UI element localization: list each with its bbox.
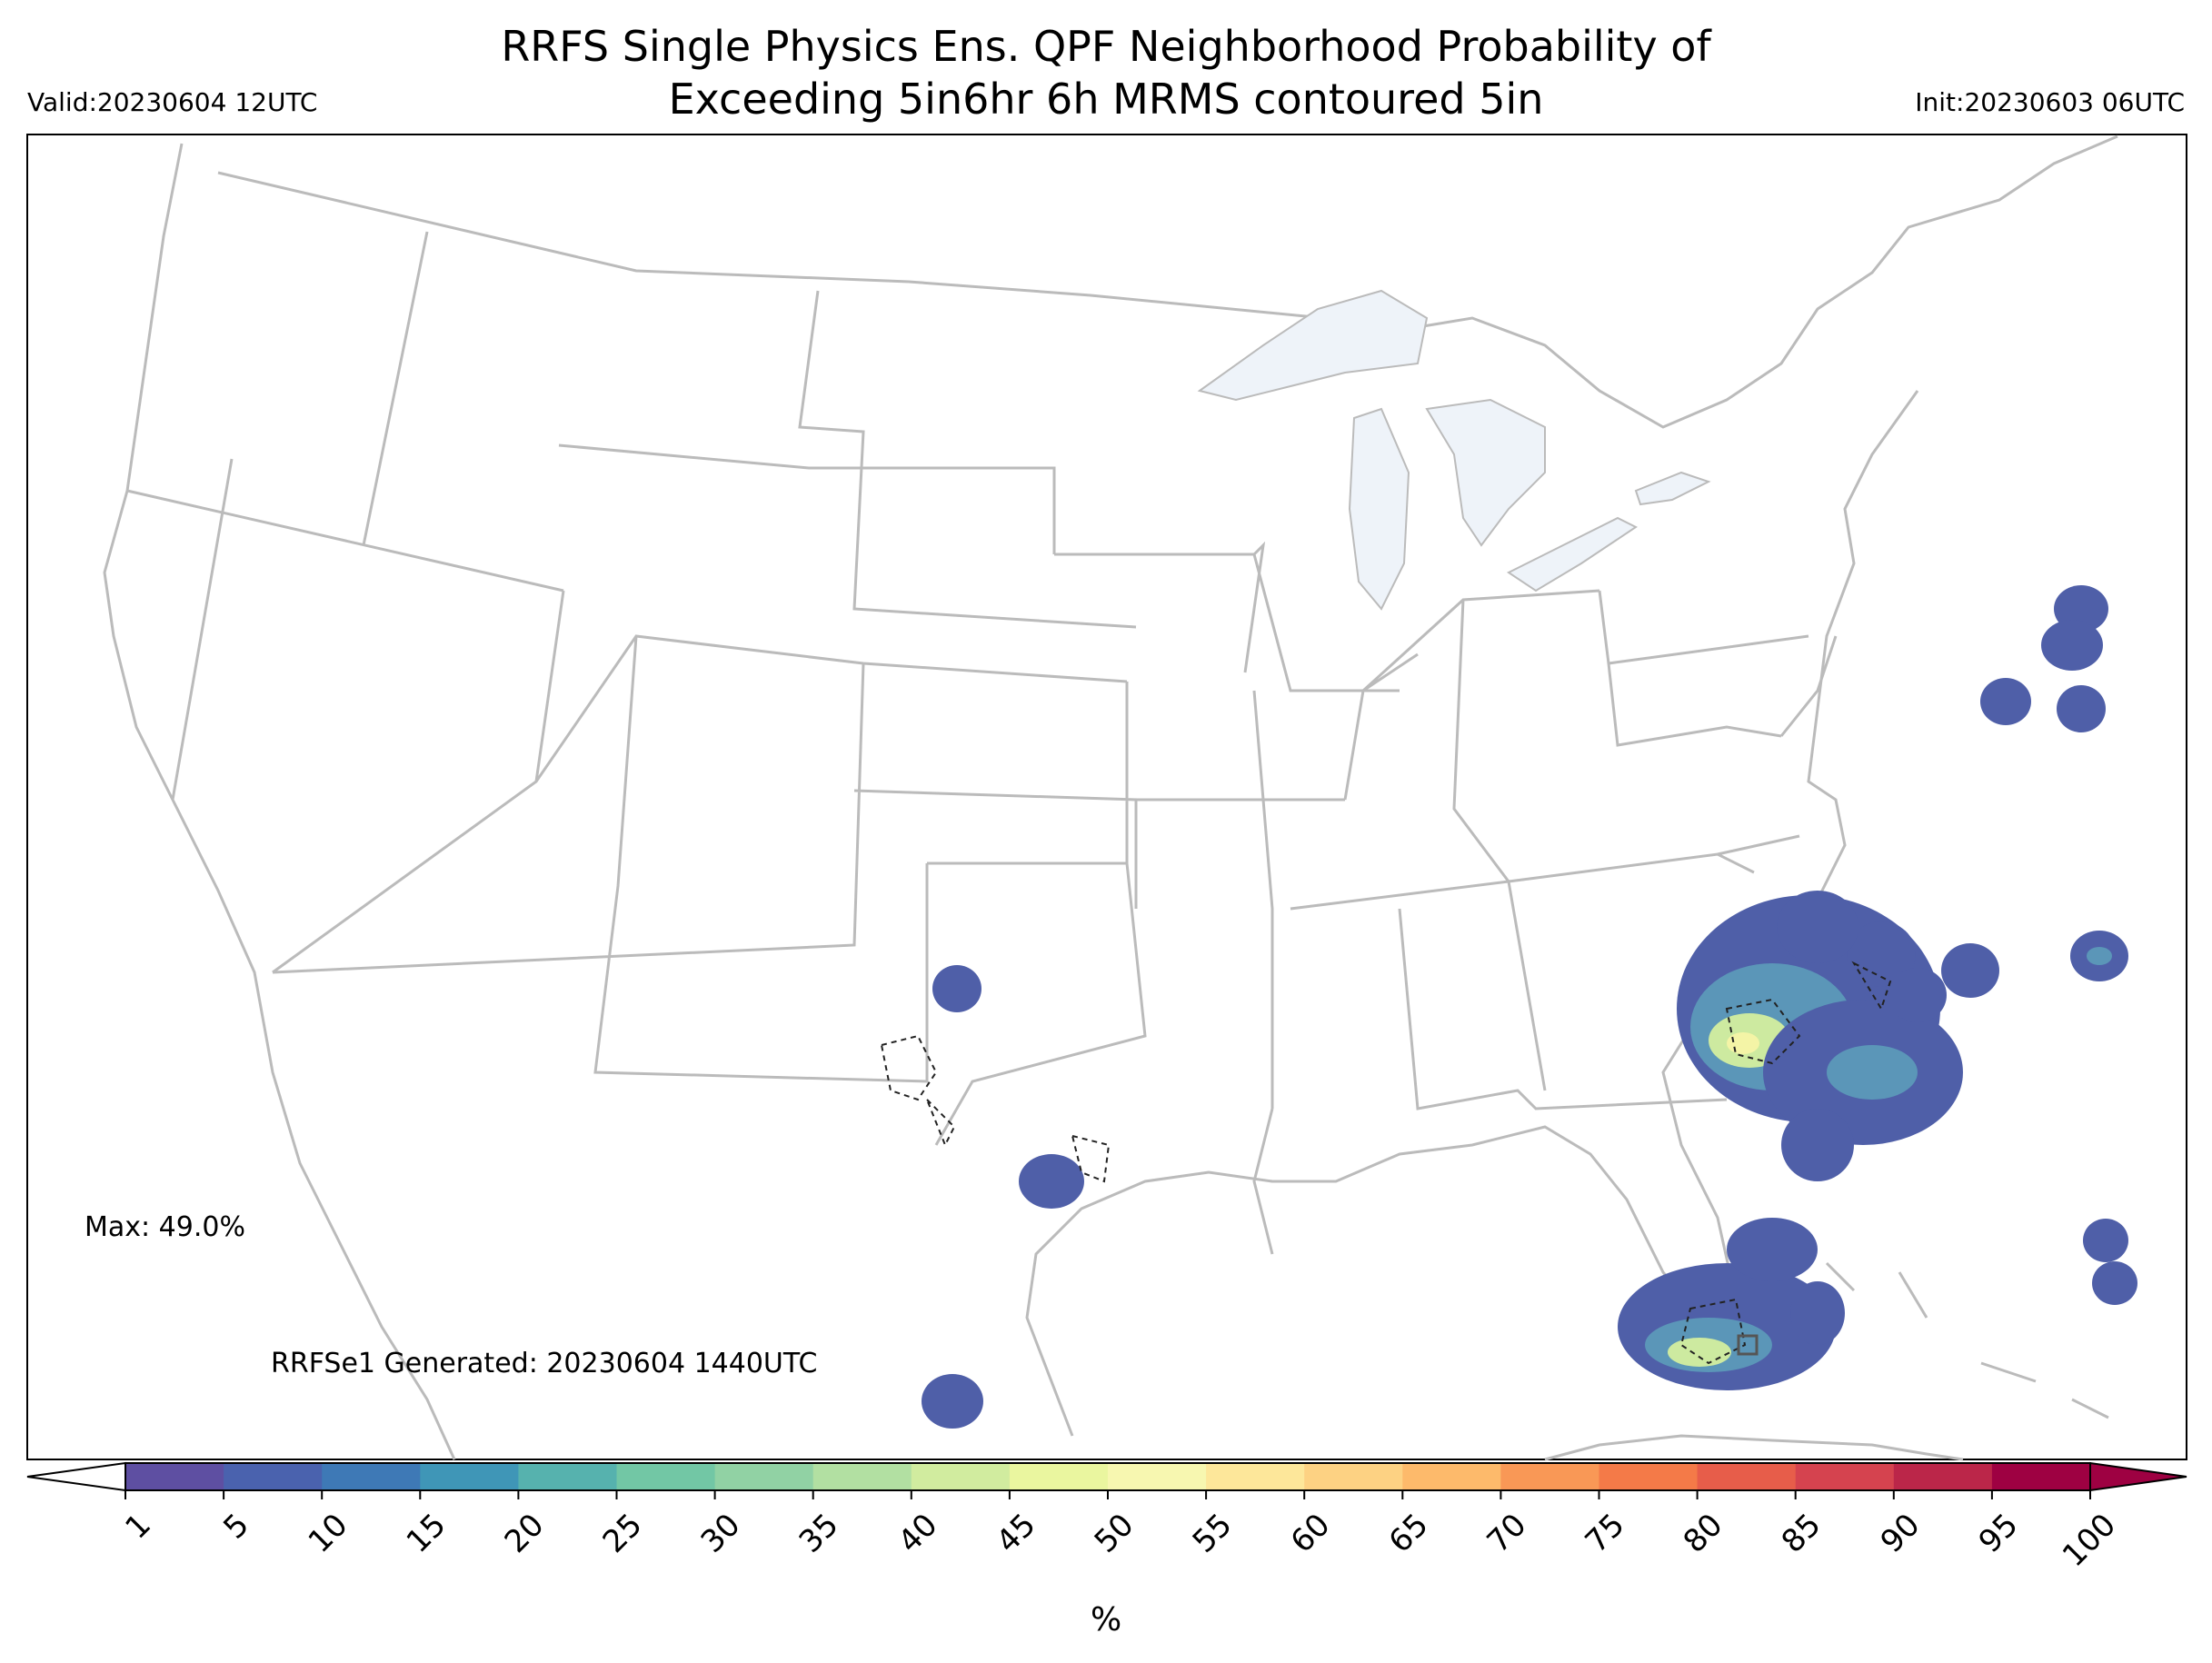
mrms-contour-southeast [1725, 961, 1892, 1065]
great-lakes [1197, 289, 1711, 611]
colorbar-under-triangle [26, 1461, 126, 1492]
prob-blob-offshore-4 [1941, 943, 1999, 998]
colorbar-segment [1402, 1463, 1501, 1490]
colorbar-segment [1500, 1463, 1599, 1490]
colorbar-segment [1893, 1463, 1993, 1490]
prob-blob-atlantic-4 [2057, 685, 2106, 732]
prob-blob-se-south [1781, 1109, 1854, 1181]
mrms-contour-texas [880, 1034, 1111, 1183]
mrms-contour-florida [1679, 1298, 1747, 1365]
prob-blob-atlantic-6 [2083, 1219, 2128, 1262]
colorbar-unit: % [1091, 1601, 1122, 1638]
max-location-marker [1737, 1334, 1759, 1356]
colorbar-segment [125, 1463, 224, 1490]
lake-huron [1425, 398, 1546, 547]
colorbar-over-triangle [2089, 1461, 2187, 1492]
lake-superior [1197, 289, 1429, 402]
colorbar-segment [911, 1463, 1011, 1490]
canada-border [217, 134, 2118, 429]
prob-blob-carolina-north [1777, 891, 1858, 963]
colorbar-segment [616, 1463, 716, 1490]
prob-blob-oklahoma [932, 965, 981, 1012]
prob-blob-south-texas [922, 1374, 983, 1429]
colorbar-segment [1795, 1463, 1895, 1490]
prob-blob-texas [1019, 1154, 1084, 1209]
prob-blob-offshore-3 [1888, 968, 1947, 1022]
lake-michigan [1348, 407, 1410, 611]
colorbar-segment [224, 1463, 323, 1490]
colorbar-segment [322, 1463, 421, 1490]
prob-blob-florida-north [1727, 1218, 1818, 1281]
colorbar-segment [420, 1463, 519, 1490]
cuba-outline [1544, 1434, 1964, 1461]
colorbar-segment [1108, 1463, 1207, 1490]
valid-time: Valid:20230604 12UTC [27, 87, 318, 117]
colorbar-segment [1304, 1463, 1403, 1490]
prob-blob-atlantic-7 [2092, 1261, 2137, 1305]
colorbar-segment [1009, 1463, 1109, 1490]
colorbar [26, 1461, 2187, 1499]
generated-note: RRFSe1 Generated: 20230604 1440UTC [271, 1348, 818, 1379]
map-title: RRFS Single Physics Ens. QPF Neighborhoo… [0, 20, 2212, 125]
colorbar-segment [1599, 1463, 1699, 1490]
lake-erie [1507, 516, 1638, 593]
title-line-2: Exceeding 5in6hr 6h MRMS contoured 5in [668, 75, 1544, 124]
probability-fields [922, 585, 2137, 1429]
prob-blob-florida-core [1668, 1338, 1731, 1367]
max-value-note: Max: 49.0% [85, 1211, 245, 1243]
prob-blob-florida-east [1790, 1281, 1845, 1345]
prob-blob-carolina-peak [1727, 1032, 1759, 1054]
prob-blob-offshore-2 [1847, 921, 1916, 987]
map-frame [26, 134, 2187, 1460]
prob-blob-offshore-1-inner [1827, 1045, 1918, 1100]
colorbar-segment [714, 1463, 814, 1490]
prob-blob-atlantic-5-inner [2087, 947, 2112, 965]
prob-blob-atlantic-3 [1980, 678, 2031, 725]
state-borders [126, 231, 1838, 1255]
colorbar-segment [518, 1463, 617, 1490]
bahamas-outline [1825, 1261, 2109, 1419]
lake-ontario [1634, 471, 1711, 506]
colorbar-segment [1206, 1463, 1305, 1490]
prob-blob-atlantic-2 [2041, 620, 2103, 671]
colorbar-segment [1991, 1463, 2091, 1490]
init-time: Init:20230603 06UTC [1915, 87, 2185, 117]
title-line-1: RRFS Single Physics Ens. QPF Neighborhoo… [501, 22, 1711, 71]
mrms-contours [880, 961, 1892, 1365]
colorbar-segment [812, 1463, 912, 1490]
colorbar-segment [1697, 1463, 1797, 1490]
west-coast [103, 143, 456, 1460]
